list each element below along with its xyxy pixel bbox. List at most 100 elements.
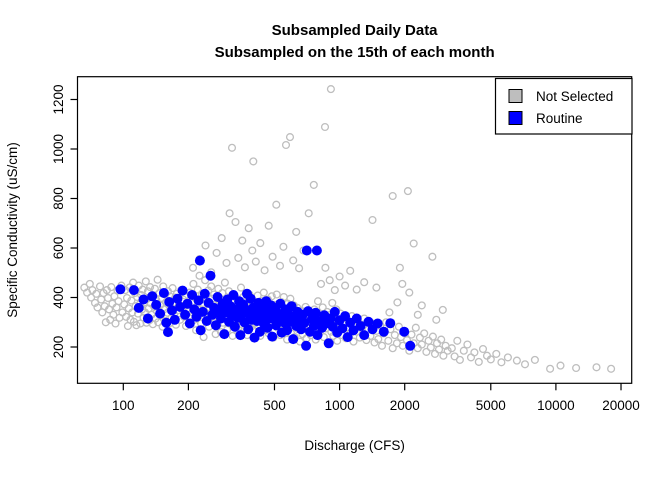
data-point-not-selected <box>492 349 501 358</box>
data-point-not-selected <box>212 248 221 257</box>
data-point-not-selected <box>335 272 344 281</box>
data-point-not-selected <box>403 187 412 196</box>
data-point-not-selected <box>415 333 424 342</box>
data-point-not-selected <box>325 276 334 285</box>
data-point-routine <box>197 306 208 317</box>
data-point-not-selected <box>430 349 440 358</box>
data-point-not-selected <box>249 157 258 166</box>
data-point-not-selected <box>411 323 420 332</box>
data-point-routine <box>180 309 191 320</box>
data-point-routine <box>128 285 139 296</box>
data-point-not-selected <box>132 321 141 330</box>
data-point-not-selected <box>251 257 260 266</box>
data-point-routine <box>155 308 166 319</box>
data-point-not-selected <box>222 258 231 267</box>
data-point-routine <box>399 326 410 337</box>
data-point-routine <box>172 293 183 304</box>
data-point-not-selected <box>234 253 243 262</box>
data-point-routine <box>147 291 158 302</box>
data-point-not-selected <box>188 263 198 272</box>
data-point-not-selected <box>309 180 318 189</box>
data-point-not-selected <box>417 340 426 349</box>
data-point-not-selected <box>360 278 369 287</box>
data-point-not-selected <box>398 279 407 288</box>
data-point-routine <box>378 326 389 337</box>
data-point-not-selected <box>394 322 403 331</box>
data-point-routine <box>363 316 374 327</box>
data-point-routine <box>312 330 323 341</box>
data-point-routine <box>167 305 177 316</box>
data-point-not-selected <box>420 329 429 338</box>
x-tick-label: 10000 <box>537 398 575 413</box>
data-point-not-selected <box>122 293 132 303</box>
data-point-not-selected <box>248 246 257 255</box>
data-point-not-selected <box>146 283 155 292</box>
data-point-not-selected <box>289 256 298 265</box>
data-point-routine <box>351 313 362 324</box>
data-point-not-selected <box>432 315 441 324</box>
data-point-not-selected <box>426 343 435 352</box>
data-point-routine <box>164 297 175 307</box>
data-point-routine <box>303 306 314 317</box>
data-point-not-selected <box>592 363 601 372</box>
data-point-routine <box>282 325 293 336</box>
data-point-not-selected <box>95 282 105 291</box>
data-point-not-selected <box>111 319 120 328</box>
data-point-not-selected <box>333 336 342 345</box>
legend-label-not-selected: Not Selected <box>536 89 613 104</box>
data-point-not-selected <box>393 298 402 307</box>
data-point-routine <box>151 299 162 310</box>
data-point-routine <box>311 245 322 256</box>
data-point-not-selected <box>439 351 448 360</box>
data-point-not-selected <box>141 277 150 286</box>
data-point-routine <box>267 331 278 342</box>
data-point-not-selected <box>227 143 237 152</box>
data-point-not-selected <box>463 340 472 349</box>
data-point-not-selected <box>409 239 418 248</box>
data-point-not-selected <box>572 363 581 373</box>
data-point-not-selected <box>326 85 335 94</box>
data-point-not-selected <box>512 356 521 365</box>
data-point-not-selected <box>443 346 452 355</box>
data-point-routine <box>195 325 206 336</box>
data-point-not-selected <box>107 283 116 292</box>
data-point-routine <box>133 302 144 313</box>
data-point-not-selected <box>238 236 247 245</box>
data-point-not-selected <box>384 336 393 345</box>
data-point-not-selected <box>413 310 422 319</box>
data-point-routine <box>184 318 195 329</box>
data-point-routine <box>243 324 254 335</box>
data-point-not-selected <box>388 191 397 201</box>
x-tick-label: 200 <box>177 398 200 413</box>
data-point-routine <box>205 270 216 281</box>
data-point-routine <box>288 334 299 345</box>
data-point-not-selected <box>153 275 162 284</box>
data-point-not-selected <box>128 308 137 317</box>
data-point-not-selected <box>368 215 377 225</box>
y-axis-label: Specific Conductivity (uS/cm) <box>5 142 20 318</box>
data-point-routine <box>262 322 273 333</box>
data-point-routine <box>385 318 396 329</box>
data-point-not-selected <box>118 308 127 317</box>
data-point-not-selected <box>268 252 277 261</box>
data-point-not-selected <box>447 344 456 353</box>
data-point-not-selected <box>207 282 216 291</box>
data-point-routine <box>182 298 193 309</box>
data-point-not-selected <box>279 242 288 251</box>
data-point-not-selected <box>101 318 110 327</box>
data-point-routine <box>355 321 366 331</box>
data-point-not-selected <box>372 283 381 292</box>
data-point-routine <box>177 285 188 296</box>
data-point-not-selected <box>341 281 350 290</box>
x-tick-label: 500 <box>263 398 286 413</box>
data-point-not-selected <box>225 209 234 218</box>
data-point-routine <box>219 329 230 340</box>
data-point-not-selected <box>395 263 404 272</box>
data-point-not-selected <box>201 241 210 250</box>
data-point-not-selected <box>304 209 313 218</box>
data-point-routine <box>254 326 265 337</box>
data-point-not-selected <box>438 305 447 314</box>
data-point-not-selected <box>486 355 495 364</box>
data-point-not-selected <box>453 336 462 345</box>
